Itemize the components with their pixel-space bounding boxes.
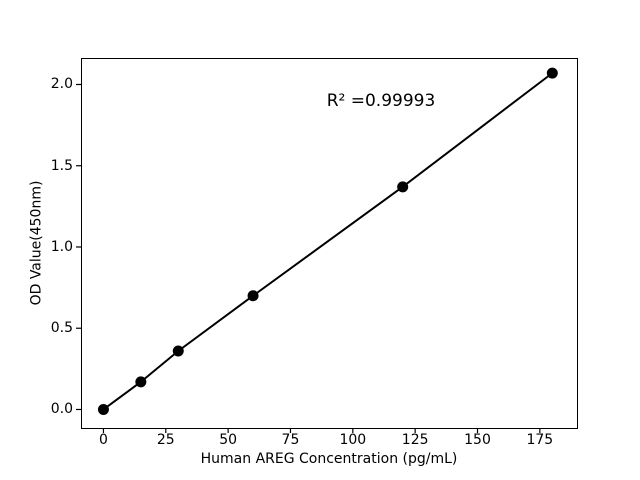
axes-spines [81, 58, 578, 429]
x-tick-label: 50 [219, 432, 238, 448]
x-tick-label: 75 [281, 432, 300, 448]
x-tick-label: 25 [156, 432, 175, 448]
data-point [247, 290, 259, 302]
data-point [546, 67, 558, 79]
x-tick-label: 175 [526, 432, 554, 448]
y-tick-label: 0.5 [50, 320, 73, 337]
y-tick-label: 1.5 [50, 157, 73, 174]
data-point [172, 345, 184, 357]
x-tick-label: 0 [98, 432, 108, 448]
y-axis-label: OD Value(450nm) [28, 180, 45, 306]
y-tick-label: 1.0 [50, 238, 73, 255]
x-tick-label: 100 [339, 432, 367, 448]
x-axis-label: Human AREG Concentration (pg/mL) [200, 451, 458, 467]
y-tick-label: 2.0 [50, 76, 73, 93]
r-squared-annotation: R² =0.99993 [326, 91, 436, 111]
x-tick-label: 125 [401, 432, 429, 448]
fit-line [102, 72, 554, 411]
data-point [97, 403, 109, 415]
data-point [135, 376, 147, 388]
data-point [397, 181, 409, 193]
x-tick-label: 150 [464, 432, 491, 448]
y-tick-label: 0.0 [50, 401, 73, 418]
